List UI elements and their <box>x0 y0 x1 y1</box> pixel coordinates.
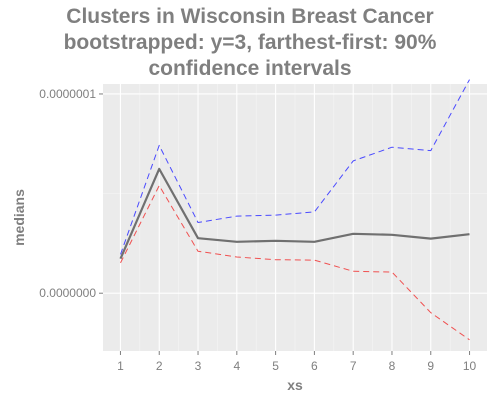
x-tick-label: 7 <box>350 359 357 373</box>
series-line-upper <box>120 79 470 255</box>
x-tick-label: 2 <box>156 359 163 373</box>
x-axis-label: xs <box>287 377 303 393</box>
x-tick-label: 5 <box>272 359 279 373</box>
x-tick-label: 6 <box>311 359 318 373</box>
series-line-lower <box>120 185 470 341</box>
x-tick-label: 10 <box>463 359 477 373</box>
chart-title-line-3: confidence intervals <box>148 57 352 80</box>
x-tick-label: 1 <box>117 359 124 373</box>
x-tick-label: 9 <box>427 359 434 373</box>
y-tick-label: 0.0000000 <box>39 286 96 300</box>
series-line-median <box>119 167 470 260</box>
chart-title-line-2: bootstrapped: y=3, farthest-first: 90% <box>63 31 437 54</box>
x-tick-label: 4 <box>233 359 240 373</box>
y-axis-label: medians <box>11 189 27 246</box>
x-tick-label: 3 <box>195 359 202 373</box>
y-tick-label: 0.0000001 <box>39 87 96 101</box>
x-tick-label: 8 <box>389 359 396 373</box>
chart-title-line-1: Clusters in Wisconsin Breast Cancer <box>66 5 434 28</box>
chart-title: Clusters in Wisconsin Breast Cancer boot… <box>0 4 500 82</box>
